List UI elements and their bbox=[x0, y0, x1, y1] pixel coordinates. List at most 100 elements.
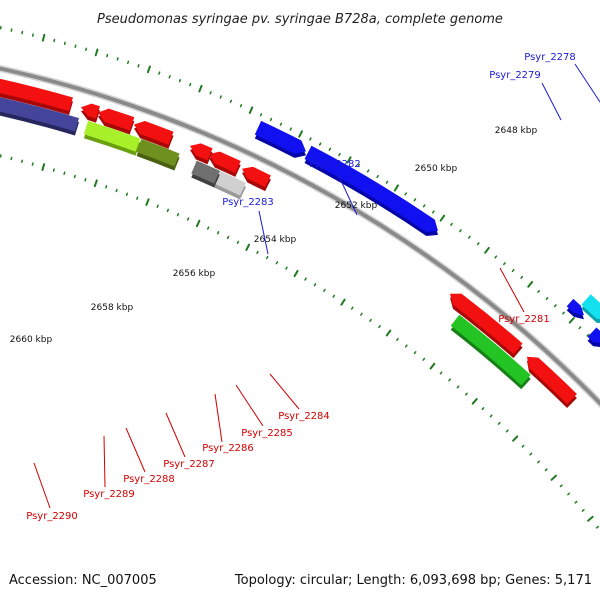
minor-tick bbox=[456, 385, 460, 389]
gene-feature-psyr_2280[interactable] bbox=[527, 356, 577, 404]
minor-tick bbox=[537, 460, 541, 464]
gene-feature-psyr_2282[interactable] bbox=[304, 145, 438, 232]
major-tick bbox=[146, 65, 151, 74]
minor-tick bbox=[178, 78, 182, 83]
minor-tick bbox=[259, 113, 263, 117]
major-tick bbox=[385, 329, 392, 337]
gene-feature-psyr_2279b[interactable] bbox=[587, 327, 600, 344]
gene-feature-psyr_2285[interactable] bbox=[213, 170, 247, 196]
scale-label: 2654 kbp bbox=[254, 235, 297, 245]
minor-tick bbox=[413, 351, 417, 355]
minor-tick bbox=[136, 196, 139, 200]
minor-tick bbox=[313, 283, 317, 287]
major-tick bbox=[145, 198, 150, 206]
gene-feature-psyr_2283[interactable] bbox=[254, 120, 306, 154]
minor-tick bbox=[209, 91, 212, 95]
major-tick bbox=[439, 214, 446, 222]
gene-label-psyr_2286[interactable]: Psyr_2286 bbox=[202, 443, 254, 454]
minor-tick bbox=[404, 344, 408, 348]
gene-label-psyr_2283[interactable]: Psyr_2283 bbox=[222, 197, 274, 208]
minor-tick bbox=[176, 212, 180, 217]
minor-tick bbox=[31, 162, 34, 166]
gene-feature-psyr_2278[interactable] bbox=[581, 294, 600, 320]
minor-tick bbox=[115, 188, 118, 193]
gene-leader-line bbox=[214, 393, 223, 443]
gene-label-psyr_2284[interactable]: Psyr_2284 bbox=[278, 411, 330, 422]
minor-tick bbox=[497, 421, 501, 425]
minor-tick bbox=[494, 255, 498, 259]
minor-tick bbox=[186, 217, 190, 221]
gene-feature-psyr_2288r[interactable] bbox=[98, 108, 135, 131]
minor-tick bbox=[265, 255, 269, 260]
gene-label-psyr_2287[interactable]: Psyr_2287 bbox=[163, 459, 215, 470]
gene-label-psyr_2289[interactable]: Psyr_2289 bbox=[83, 489, 135, 500]
minor-tick bbox=[520, 275, 524, 279]
scale-label: 2648 kbp bbox=[495, 126, 538, 136]
gene-feature-psyr_2288[interactable] bbox=[83, 120, 141, 152]
minor-tick bbox=[376, 174, 379, 179]
minor-tick bbox=[505, 429, 509, 433]
minor-tick bbox=[332, 294, 336, 298]
major-tick bbox=[512, 435, 519, 442]
minor-tick bbox=[360, 312, 363, 316]
map-title: Pseudomonas syringae pv. syringae B728a,… bbox=[97, 12, 503, 27]
gene-leader-line bbox=[336, 171, 358, 216]
major-tick bbox=[346, 156, 352, 164]
gene-feature-psyr_2286[interactable] bbox=[191, 160, 220, 184]
gene-feature-psyr_2290r[interactable] bbox=[0, 78, 73, 111]
gene-label-psyr_2282[interactable]: Psyr_2282 bbox=[309, 159, 361, 170]
gene-leader-line bbox=[269, 373, 300, 410]
gene-leader-line bbox=[258, 210, 269, 255]
minor-tick bbox=[269, 117, 273, 122]
minor-tick bbox=[216, 231, 220, 235]
minor-tick bbox=[189, 82, 192, 87]
minor-tick bbox=[489, 414, 493, 418]
gene-leader-line bbox=[574, 63, 600, 103]
minor-tick bbox=[239, 104, 243, 108]
scale-label: 2650 kbp bbox=[415, 164, 458, 174]
minor-tick bbox=[459, 229, 462, 233]
minor-tick bbox=[537, 289, 541, 293]
major-tick bbox=[198, 84, 203, 93]
gene-feature-psyr_2289r[interactable] bbox=[81, 103, 100, 119]
minor-tick bbox=[219, 95, 222, 99]
minor-tick bbox=[63, 41, 66, 46]
major-tick bbox=[393, 184, 399, 192]
gene-feature-psyr_2287[interactable] bbox=[136, 138, 180, 167]
gene-label-psyr_2278[interactable]: Psyr_2278 bbox=[524, 52, 576, 63]
gene-label-psyr_2290[interactable]: Psyr_2290 bbox=[26, 511, 78, 522]
gene-feature-psyr_2287r[interactable] bbox=[134, 120, 174, 145]
gene-label-psyr_2288[interactable]: Psyr_2288 bbox=[123, 474, 175, 485]
gene-feature-psyr_2290[interactable] bbox=[0, 95, 80, 132]
gene-feature-psyr_2281r[interactable] bbox=[450, 293, 523, 355]
major-tick bbox=[248, 106, 254, 114]
major-tick bbox=[94, 48, 99, 57]
gene-label-psyr_2279[interactable]: Psyr_2279 bbox=[489, 70, 541, 81]
scale-label: 2658 kbp bbox=[91, 303, 134, 313]
gene-label-psyr_2281[interactable]: Psyr_2281 bbox=[498, 314, 550, 325]
minor-tick bbox=[366, 169, 370, 173]
minor-tick bbox=[166, 208, 170, 213]
minor-tick bbox=[559, 484, 563, 488]
minor-tick bbox=[422, 204, 426, 208]
minor-tick bbox=[279, 122, 283, 126]
minor-tick bbox=[432, 210, 435, 214]
scale-label: 2652 kbp bbox=[335, 201, 378, 211]
major-tick bbox=[527, 281, 534, 288]
minor-tick bbox=[158, 71, 161, 75]
minor-tick bbox=[439, 371, 443, 375]
major-tick bbox=[93, 179, 98, 188]
minor-tick bbox=[529, 452, 533, 456]
minor-tick bbox=[385, 180, 389, 184]
gene-labels: Psyr_2278 Psyr_2279 Psyr_2281 Psyr_2282 Psyr… bbox=[26, 52, 600, 522]
gene-feature-psyr_2281[interactable] bbox=[450, 314, 531, 386]
gene-feature-psyr_2279[interactable] bbox=[566, 298, 584, 316]
gene-leader-line bbox=[541, 82, 562, 121]
gene-feature-psyr_2284[interactable] bbox=[242, 166, 271, 188]
scale-label: 2660 kbp bbox=[10, 335, 53, 345]
gene-feature-psyr_2286r[interactable] bbox=[190, 143, 213, 161]
major-tick bbox=[298, 130, 303, 138]
gene-feature-psyr_2285r[interactable] bbox=[209, 151, 241, 173]
minor-tick bbox=[105, 185, 108, 189]
gene-label-psyr_2285[interactable]: Psyr_2285 bbox=[241, 428, 293, 439]
